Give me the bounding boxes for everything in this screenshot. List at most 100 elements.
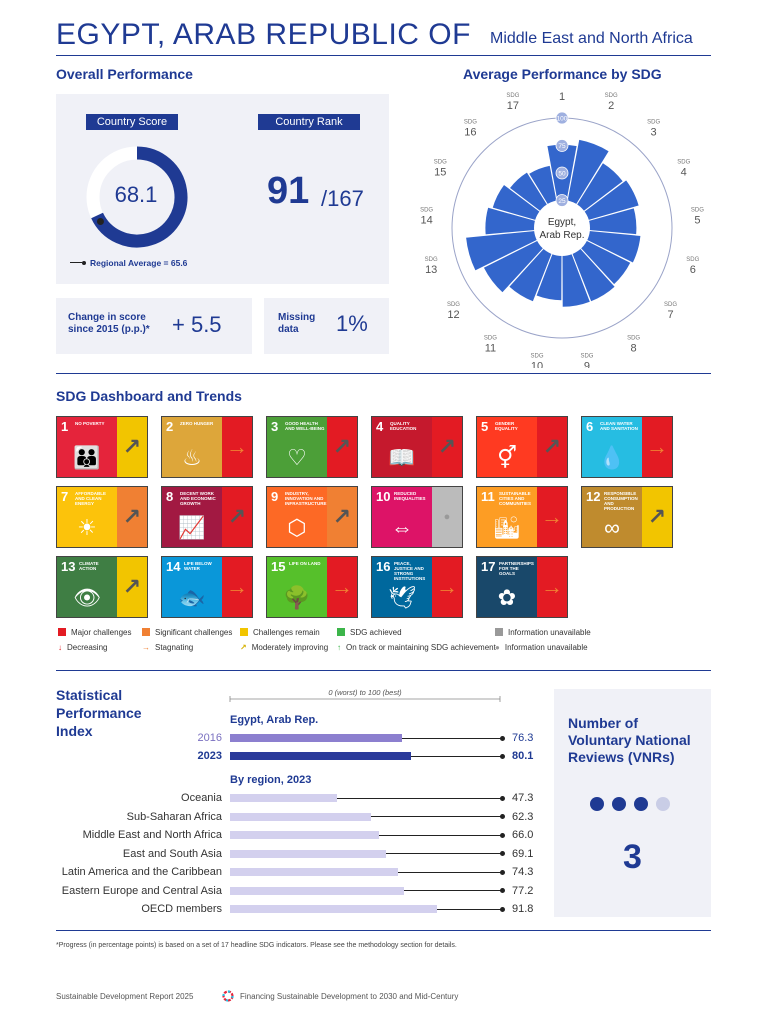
legend-decreasing: ↓ Decreasing <box>58 643 107 652</box>
legend-significant: Significant challenges <box>142 628 232 637</box>
sdg-goal-number: 9 <box>271 489 279 504</box>
radial-sdg-word: SDG <box>464 119 477 125</box>
spi-scale-bracket <box>229 696 501 702</box>
spi-year-label: 2016 <box>197 732 222 744</box>
sdg-trend-arrow-icon: → <box>331 574 353 599</box>
radial-sdg-number: 7 <box>667 309 673 321</box>
sdg-wheel-icon <box>222 990 234 1002</box>
sdg-goal-badge: 14 LIFE BELOW WATER 🐟 <box>162 557 222 617</box>
sdg-goal-badge: 10 REDUCED INEQUALITIES ⇔ <box>372 487 432 547</box>
missing-label-line2: data <box>278 324 299 335</box>
sdg-goal-name: NO POVERTY <box>75 421 105 426</box>
heartbeat-icon: ♡ <box>287 445 307 470</box>
spi-region-value: 66.0 <box>512 829 534 841</box>
sdg-goal-badge: 9 INDUSTRY, INNOVATION AND INFRASTRUCTURE… <box>267 487 327 547</box>
radial-sdg-word: SDG <box>425 257 438 263</box>
sdg-tile-7: 7 AFFORDABLE AND CLEAN ENERGY ☀ ↗ <box>56 486 148 548</box>
regional-average-text: Regional Average = 65.6 <box>90 258 188 268</box>
sdg-tile-4: 4 QUALITY EDUCATION 📖 ↗ <box>371 416 463 478</box>
radial-sdg-number: 14 <box>420 214 432 226</box>
spi-region-value: 91.8 <box>512 903 534 915</box>
section-divider-1 <box>56 373 711 374</box>
spi-bar-end-dot <box>500 795 505 801</box>
sdg-trend-arrow-icon: ↗ <box>332 504 352 529</box>
sdg-status-indicator: → <box>327 557 357 617</box>
sdg-tile-10: 10 REDUCED INEQUALITIES ⇔ ● <box>371 486 463 548</box>
radial-sdg-word: SDG <box>627 336 640 342</box>
spi-year-value: 80.1 <box>512 750 534 762</box>
spi-region-name: East and South Asia <box>122 847 222 860</box>
missing-label-line1: Missing <box>278 312 316 323</box>
sdg-status-indicator: ↗ <box>327 487 357 547</box>
radial-center <box>534 200 590 256</box>
sdg-goal-number: 15 <box>271 559 286 574</box>
spi-year-value: 76.3 <box>512 732 534 744</box>
radial-chart-heading: Average Performance by SDG <box>463 66 662 82</box>
sdg-trend-arrow-icon: ↗ <box>542 434 562 459</box>
radial-sdg-number: 10 <box>531 361 543 368</box>
sdg-goal-badge: 4 QUALITY EDUCATION 📖 <box>372 417 432 477</box>
unavailable-swatch <box>495 628 503 636</box>
radial-scale-label: 25 <box>558 198 566 205</box>
sdg-trend-arrow-icon: ↗ <box>122 574 142 599</box>
legend-achieved: SDG achieved <box>337 628 402 637</box>
radial-sdg-number: 2 <box>608 100 614 112</box>
spi-region-label: By region, 2023 <box>230 774 312 786</box>
spi-region-name: Latin America and the Caribbean <box>61 866 222 878</box>
significant-swatch <box>142 628 150 636</box>
sdg-goal-badge: 11 SUSTAINABLE CITIES AND COMMUNITIES 🏙 <box>477 487 537 547</box>
radial-sdg-number: 13 <box>425 264 437 276</box>
radial-sdg-word: SDG <box>434 159 447 165</box>
radial-sdg-word: SDG <box>420 207 433 213</box>
radial-center-line2: Arab Rep. <box>539 230 584 241</box>
spi-bar-line <box>386 853 502 854</box>
spi-bar <box>230 905 438 913</box>
book-icon: 📖 <box>388 445 416 470</box>
sdg-status-indicator: ↗ <box>642 487 672 547</box>
vnr-heading-line2: Voluntary National <box>568 732 691 748</box>
sdg-goal-number: 3 <box>271 419 279 434</box>
sdg-trend-arrow-icon: ↗ <box>647 504 667 529</box>
spi-region-name: Sub-Saharan Africa <box>126 810 222 823</box>
vnr-heading-line3: Reviews (VNRs) <box>568 749 675 765</box>
spi-bar <box>230 868 398 876</box>
sdg-goal-name: CLEAN WATER AND SANITATION <box>600 421 638 431</box>
spi-region-value: 77.2 <box>512 884 534 897</box>
sdg-goal-name: INDUSTRY, INNOVATION AND INFRASTRUCTURE <box>285 491 327 506</box>
regional-average-legend: Regional Average = 65.6 <box>70 258 187 268</box>
radial-sdg-number: 17 <box>507 100 519 112</box>
spi-region-name: Oceania <box>181 792 222 804</box>
major-swatch <box>58 628 66 636</box>
sdg-goal-number: 10 <box>376 489 391 504</box>
spi-bar-end-dot <box>500 869 505 875</box>
sdg-tile-16: 16 PEACE, JUSTICE AND STRONG INSTITUTIONS… <box>371 556 463 618</box>
family-icon: 👪 <box>73 445 101 470</box>
spi-bar <box>230 886 405 895</box>
radial-sdg-number: 11 <box>485 343 496 355</box>
spi-bar-line <box>437 908 502 910</box>
missing-label: Missing data <box>278 312 315 336</box>
legend-unavailable2-text: Information unavailable <box>504 643 588 652</box>
equality-icon: ⇔ <box>391 515 413 540</box>
country-score-value: 68.1 <box>114 182 158 207</box>
spi-bar <box>230 752 411 760</box>
spi-heading-line3: Index <box>56 723 93 739</box>
sdg-tile-3: 3 GOOD HEALTH AND WELL-BEING ♡ ↗ <box>266 416 358 478</box>
radial-sdg-word: SDG <box>506 93 519 99</box>
spi-region-value: 47.3 <box>512 792 534 804</box>
cubes-icon: ⬡ <box>287 515 307 540</box>
spi-bar <box>230 831 379 839</box>
overall-performance-heading: Overall Performance <box>56 66 193 82</box>
sdg-status-indicator: → <box>222 417 252 477</box>
spi-bar-line <box>402 737 502 739</box>
sdg-trend-arrow-icon: ↗ <box>122 504 142 529</box>
sdg-trend-arrow-icon: → <box>226 574 248 599</box>
spi-bar-line <box>404 890 502 891</box>
radial-sdg-word: SDG <box>531 354 544 360</box>
sdg-goal-badge: 8 DECENT WORK AND ECONOMIC GROWTH 📈 <box>162 487 222 547</box>
radial-sdg-word: SDG <box>677 159 690 165</box>
vnr-panel <box>554 689 711 917</box>
regional-average-line-icon <box>70 261 82 263</box>
radial-sdg-word: SDG <box>447 302 460 308</box>
sdg-goal-name: LIFE ON LAND <box>289 561 321 566</box>
